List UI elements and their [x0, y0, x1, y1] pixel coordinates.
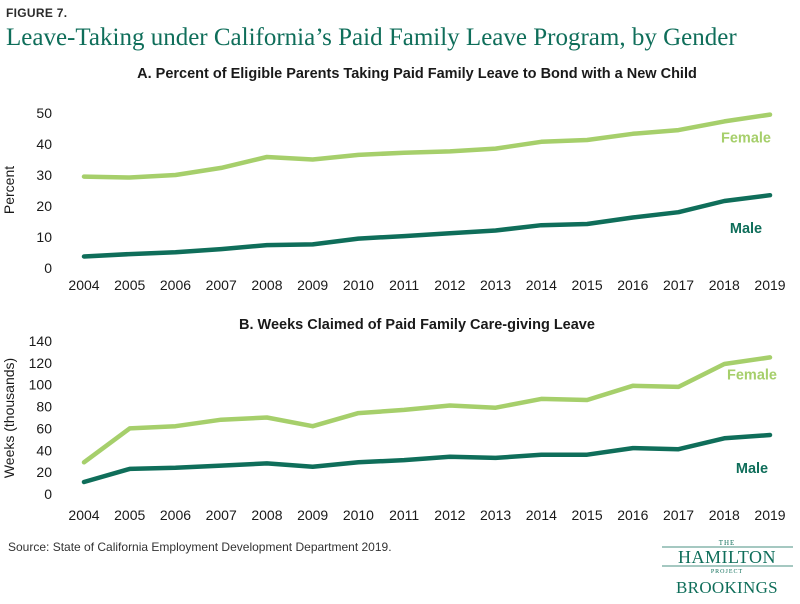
chart-a-x-tick-label: 2015: [571, 277, 602, 293]
chart-a-y-tick-label: 30: [36, 167, 52, 183]
chart-a-x-tick-label: 2013: [480, 277, 511, 293]
chart-a-series-male-line: [81, 192, 773, 259]
figure-title: Leave-Taking under California’s Paid Fam…: [6, 24, 737, 51]
chart-a-y-tick-label: 10: [36, 229, 52, 245]
logo-hamilton: HAMILTON: [678, 547, 776, 567]
chart-a-x-tick-label: 2012: [434, 277, 465, 293]
chart-b-x-tick-label: 2016: [617, 507, 648, 523]
logo-brookings: BROOKINGS: [676, 578, 778, 597]
chart-a-title: A. Percent of Eligible Parents Taking Pa…: [137, 66, 697, 82]
chart-b-x-tick-label: 2012: [434, 507, 465, 523]
logo-the: THE: [719, 539, 736, 547]
chart-a-series: [81, 112, 773, 259]
chart-b-x-tick-label: 2008: [251, 507, 282, 523]
chart-b-x-axis: 2004 2005 2006 2007 2008 2009 2010 2011 2012 2013…: [68, 507, 785, 523]
chart-b-series-female-line: [81, 355, 773, 465]
chart-b-x-tick-label: 2014: [526, 507, 557, 523]
logo-project: PROJECT: [711, 569, 743, 575]
chart-b-x-tick-label: 2015: [571, 507, 602, 523]
chart-b-y-tick-label: 20: [36, 464, 52, 480]
chart-a-x-tick-label: 2010: [343, 277, 374, 293]
chart-a-x-tick-label: 2004: [68, 277, 99, 293]
chart-b-x-tick-label: 2013: [480, 507, 511, 523]
chart-b-x-tick-label: 2017: [663, 507, 694, 523]
source-note: Source: State of California Employment D…: [8, 540, 392, 554]
chart-b-x-tick-label: 2010: [343, 507, 374, 523]
chart-a-y-tick-label: 40: [36, 136, 52, 152]
chart-a-x-tick-label: 2016: [617, 277, 648, 293]
chart-a-series-label-female: Female: [721, 131, 771, 147]
chart-panel-a: A. Percent of Eligible Parents Taking Pa…: [1, 66, 786, 293]
chart-b-y-tick-label: 100: [29, 377, 53, 393]
chart-a-x-tick-label: 2011: [389, 277, 419, 293]
chart-a-x-tick-label: 2017: [663, 277, 694, 293]
chart-a-y-tick-label: 50: [36, 105, 52, 121]
chart-a-x-tick-label: 2005: [114, 277, 145, 293]
chart-b-x-tick-label: 2007: [206, 507, 237, 523]
chart-b-series: [81, 355, 773, 485]
chart-a-y-axis: 0 10 20 30 40 50: [36, 105, 52, 276]
chart-b-x-tick-label: 2009: [297, 507, 328, 523]
chart-b-x-tick-label: 2011: [389, 507, 419, 523]
chart-b-y-axis: 0 20 40 60 80 100 120 140: [29, 333, 53, 502]
chart-a-x-tick-label: 2007: [206, 277, 237, 293]
chart-b-y-tick-label: 140: [29, 333, 53, 349]
chart-b-y-tick-label: 60: [36, 420, 52, 436]
chart-b-y-tick-label: 80: [36, 399, 52, 415]
chart-a-series-female-line: [81, 112, 773, 180]
hamilton-brookings-logo: THE HAMILTON PROJECT BROOKINGS: [662, 539, 793, 597]
chart-b-y-label: Weeks (thousands): [1, 358, 17, 478]
chart-b-x-tick-label: 2005: [114, 507, 145, 523]
chart-a-x-tick-label: 2014: [526, 277, 557, 293]
chart-a-y-tick-label: 20: [36, 198, 52, 214]
chart-b-series-labels: Female Male: [727, 367, 777, 477]
figure-label: FIGURE 7.: [6, 6, 68, 20]
chart-a-y-tick-label: 0: [44, 260, 52, 276]
chart-b-y-tick-label: 120: [29, 355, 53, 371]
chart-b-y-tick-label: 0: [44, 486, 52, 502]
chart-panel-b: B. Weeks Claimed of Paid Family Care-giv…: [1, 317, 786, 523]
chart-a-x-tick-label: 2009: [297, 277, 328, 293]
chart-a-y-label: Percent: [1, 166, 17, 214]
chart-b-series-label-female: Female: [727, 367, 777, 383]
chart-a-x-axis: 2004 2005 2006 2007 2008 2009 2010 2011 2012 2013…: [68, 277, 785, 293]
chart-a-series-labels: Female Male: [721, 131, 771, 238]
chart-b-x-tick-label: 2018: [709, 507, 740, 523]
chart-a-x-tick-label: 2006: [160, 277, 191, 293]
chart-b-series-male-line: [81, 432, 773, 485]
chart-b-series-label-male: Male: [736, 461, 768, 477]
chart-a-x-tick-label: 2019: [754, 277, 785, 293]
chart-a-series-label-male: Male: [730, 221, 762, 237]
chart-b-title: B. Weeks Claimed of Paid Family Care-giv…: [239, 317, 595, 333]
chart-b-x-tick-label: 2004: [68, 507, 99, 523]
chart-a-x-tick-label: 2008: [251, 277, 282, 293]
chart-b-x-tick-label: 2019: [754, 507, 785, 523]
chart-b-y-tick-label: 40: [36, 442, 52, 458]
chart-b-x-tick-label: 2006: [160, 507, 191, 523]
chart-a-x-tick-label: 2018: [709, 277, 740, 293]
